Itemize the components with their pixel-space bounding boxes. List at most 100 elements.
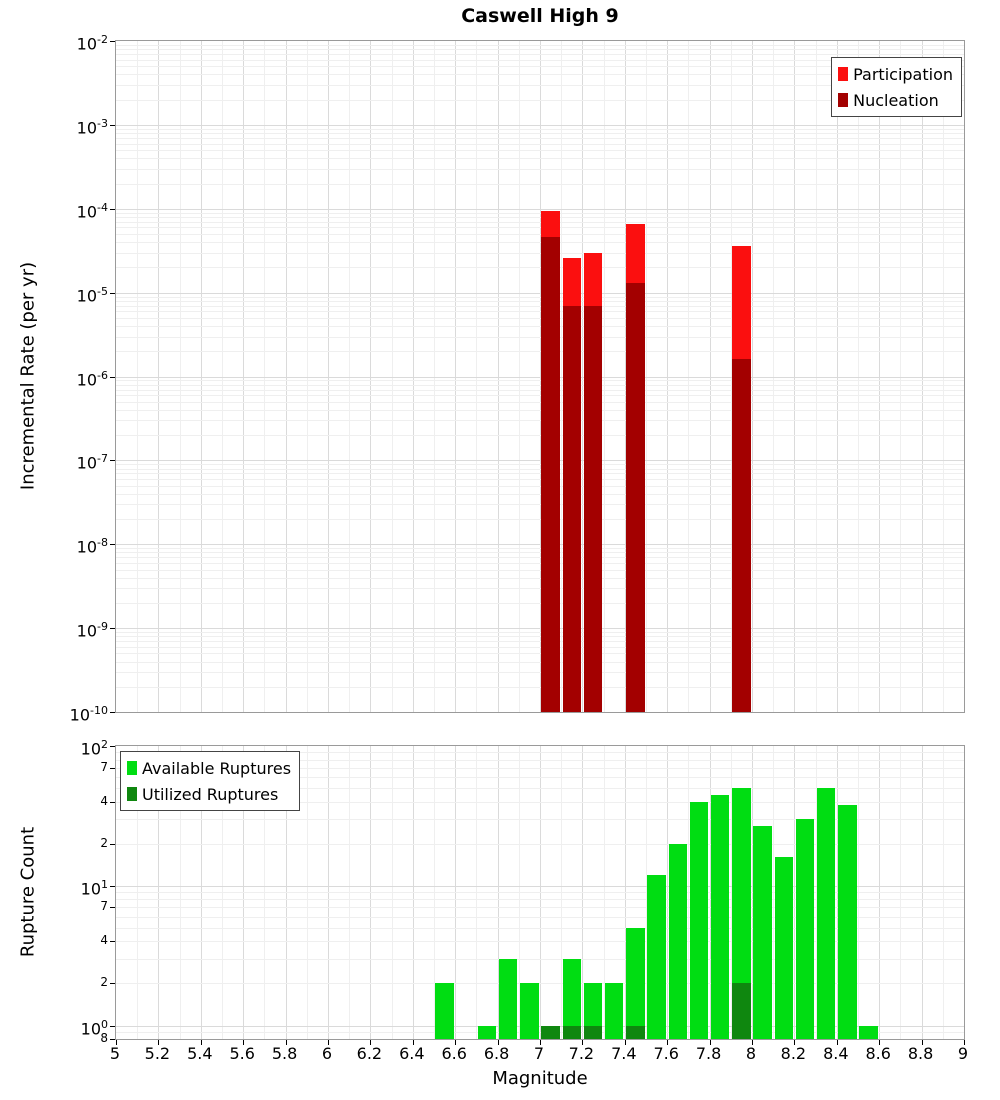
y-tick-mark <box>110 843 115 845</box>
grid-line-horizontal <box>116 168 964 170</box>
grid-line-horizontal <box>116 636 964 638</box>
y-tick-mark <box>110 208 115 210</box>
grid-line-horizontal <box>116 646 964 648</box>
y-tick-mark <box>110 124 115 126</box>
grid-line-horizontal <box>116 305 964 307</box>
bar-available-ruptures <box>817 788 836 1039</box>
grid-line-vertical <box>328 746 329 1039</box>
x-tick-mark <box>497 1040 499 1045</box>
y-tick-mark <box>110 767 115 769</box>
grid-line-vertical <box>455 41 457 712</box>
x-tick-label: 8.6 <box>865 1044 891 1063</box>
y-tick-mark <box>110 376 115 378</box>
grid-line-horizontal <box>116 158 964 160</box>
grid-line-horizontal <box>116 544 964 546</box>
grid-line-horizontal <box>116 479 964 480</box>
grid-line-horizontal <box>116 464 964 466</box>
bar-nucleation <box>732 359 751 712</box>
y-tick-label: 2 <box>100 975 108 990</box>
x-tick-label: 5.2 <box>144 1044 171 1063</box>
x-tick-label: 8.4 <box>823 1044 849 1063</box>
grid-line-horizontal <box>116 588 964 590</box>
x-tick-mark <box>243 1040 245 1045</box>
rate-y-axis-ticks: 10-2 10-3 10-4 10-5 10-6 10-7 10-8 10-9 10-10 <box>42 33 112 724</box>
grid-line-horizontal <box>116 686 964 688</box>
bar-nucleation <box>583 305 603 712</box>
grid-line-horizontal <box>116 983 964 985</box>
bar-utilized-ruptures <box>541 1025 560 1039</box>
grid-line-horizontal <box>116 641 964 643</box>
grid-line-vertical <box>497 41 499 712</box>
legend-label-available: Available Ruptures <box>142 758 292 778</box>
grid-line-horizontal <box>116 460 964 462</box>
bar-available-ruptures <box>689 801 709 1039</box>
x-tick-mark <box>285 1040 287 1045</box>
x-tick-label: 9 <box>957 1044 969 1063</box>
x-tick-mark <box>921 1040 923 1045</box>
grid-line-horizontal <box>116 916 964 918</box>
grid-line-horizontal <box>116 562 964 564</box>
rate-plot-area <box>110 40 965 713</box>
y-tick-label: 10-5 <box>76 284 108 305</box>
grid-line-horizontal <box>116 227 964 229</box>
grid-line-vertical <box>349 746 351 1039</box>
grid-line-vertical <box>794 41 796 712</box>
grid-line-horizontal <box>116 234 964 235</box>
legend-item-utilized: Utilized Ruptures <box>127 781 291 807</box>
grid-line-vertical <box>879 746 881 1039</box>
grid-line-horizontal <box>116 54 964 55</box>
grid-line-horizontal <box>116 380 964 382</box>
x-axis-ticks: 5 5.2 5.4 5.6 5.8 6 6.2 6.4 6.6 6.8 7 7.2 7.4 7.6 7.8 8… <box>110 1044 969 1065</box>
grid-line-horizontal <box>116 819 964 821</box>
grid-line-horizontal <box>116 351 964 353</box>
legend-label-nucleation: Nucleation <box>853 90 939 110</box>
x-tick-label: 6.2 <box>356 1044 383 1063</box>
grid-line-horizontal <box>116 552 964 554</box>
grid-line-horizontal <box>116 927 964 929</box>
grid-line-vertical <box>137 41 139 712</box>
grid-line-horizontal <box>116 1031 964 1033</box>
grid-line-vertical <box>476 746 478 1039</box>
legend-label-utilized: Utilized Ruptures <box>142 784 279 804</box>
grid-line-horizontal <box>116 420 964 422</box>
grid-line-vertical <box>646 41 647 712</box>
bar-available-ruptures <box>795 819 815 1039</box>
x-tick-mark <box>836 1040 838 1045</box>
bar-available-ruptures <box>435 983 454 1039</box>
x-tick-label: 8.2 <box>780 1044 807 1063</box>
grid-line-vertical <box>370 41 372 712</box>
grid-line-vertical <box>709 41 711 712</box>
y-tick-mark <box>110 292 115 294</box>
grid-line-vertical <box>921 41 923 712</box>
bar-nucleation <box>541 237 560 712</box>
y-tick-mark <box>110 460 115 462</box>
y-tick-mark <box>110 746 115 747</box>
bar-nucleation <box>626 283 645 712</box>
legend-label-participation: Participation <box>853 64 953 84</box>
grid-line-horizontal <box>116 128 964 130</box>
grid-line-horizontal <box>116 504 964 506</box>
y-tick-mark <box>110 712 115 713</box>
grid-line-vertical <box>900 746 902 1039</box>
grid-line-vertical <box>200 41 202 712</box>
grid-line-horizontal <box>116 296 964 298</box>
x-tick-label: 6.6 <box>441 1044 467 1063</box>
grid-line-horizontal <box>116 267 964 269</box>
bar-available-ruptures <box>753 825 772 1039</box>
grid-line-vertical <box>306 41 308 712</box>
grid-line-vertical <box>243 41 245 712</box>
grid-line-vertical <box>179 41 181 712</box>
bar-available-ruptures <box>583 983 603 1039</box>
grid-line-horizontal <box>116 242 964 244</box>
grid-line-vertical <box>264 41 266 712</box>
grid-line-horizontal <box>116 1025 964 1027</box>
grid-line-vertical <box>773 41 775 712</box>
grid-line-horizontal <box>116 577 964 579</box>
grid-line-vertical <box>900 41 902 712</box>
y-tick-mark <box>110 544 115 546</box>
grid-line-horizontal <box>116 958 964 960</box>
x-tick-mark <box>794 1040 796 1045</box>
x-tick-mark <box>328 1040 329 1045</box>
grid-line-vertical <box>349 41 351 712</box>
